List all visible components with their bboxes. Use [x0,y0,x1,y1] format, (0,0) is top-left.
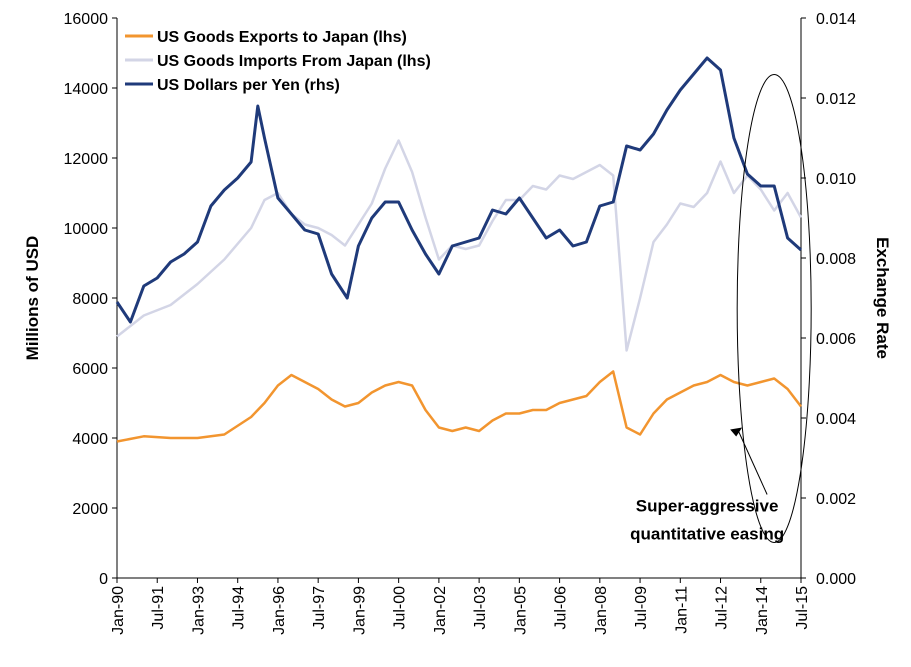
y-tick-label-left: 6000 [72,361,108,378]
annotation-text: quantitative easing [630,525,784,544]
x-tick-label: Jan-96 [271,586,288,635]
legend-label: US Dollars per Yen (rhs) [157,77,340,94]
y-tick-label-left: 8000 [72,291,108,308]
y-tick-label-left: 16000 [64,11,109,28]
x-tick-label: Jul-97 [311,586,328,630]
y-tick-label-left: 14000 [64,81,109,98]
right-y-axis: 0.000 0.002 0.004 0.006 0.008 0.010 0.012 0.014 [801,11,856,588]
x-tick-label: Jul-03 [472,586,489,630]
plot-frame [116,18,802,579]
x-tick-label: Jan-99 [351,586,368,635]
annotation-layer: Super-aggressive quantitative easing [630,74,812,544]
y-axis-title-left: Millions of USD [23,236,42,361]
x-tick-label: Jul-09 [633,586,650,630]
x-tick-label: Jan-93 [190,586,207,635]
x-tick-label: Jan-14 [754,586,771,635]
y-tick-label-left: 4000 [72,431,108,448]
y-tick-label-left: 0 [99,571,108,588]
x-tick-label: Jul-15 [794,586,811,630]
x-tick-label: Jan-02 [432,586,449,635]
y-tick-label-right: 0.010 [816,171,856,188]
legend-label: US Goods Imports From Japan (lhs) [157,53,431,70]
x-tick-label: Jan-11 [673,586,690,634]
annotation-arrowhead [730,427,743,437]
x-axis: Jan-90 Jul-91 Jan-93 Jul-94 Jan-96 Jul-97 Jan-… [110,578,811,635]
x-tick-label: Jul-00 [392,586,409,630]
y-tick-label-left: 2000 [72,501,108,518]
y-axis-title-right: Exchange Rate [873,237,892,359]
annotation-arrow [737,430,768,495]
legend-label: US Goods Exports to Japan (lhs) [157,29,407,46]
y-tick-label-right: 0.000 [816,571,856,588]
x-tick-label: Jul-91 [150,586,167,630]
y-tick-label-right: 0.006 [816,331,856,348]
left-y-axis: 0 2000 4000 6000 8000 10000 12000 14000 16000 [64,11,117,588]
y-tick-label-right: 0.002 [816,491,856,508]
x-tick-label: Jan-05 [512,586,529,635]
annotation-text: Super-aggressive [636,497,779,516]
x-tick-label: Jul-12 [714,586,731,630]
series-layer [115,56,803,443]
y-tick-label-right: 0.008 [816,251,856,268]
series-line-exports [116,370,802,443]
legend: US Goods Exports to Japan (lhs) US Goods … [125,29,431,94]
highlight-ellipse [736,74,812,543]
x-tick-label: Jul-94 [231,586,248,630]
y-tick-label-left: 12000 [64,151,109,168]
y-tick-label-right: 0.012 [816,91,856,108]
y-tick-label-right: 0.004 [816,411,856,428]
x-tick-label: Jan-08 [593,586,610,635]
x-tick-label: Jul-06 [553,586,570,630]
series-line-usd-per-yen [115,56,803,324]
y-tick-label-right: 0.014 [816,11,856,28]
x-tick-label: Jan-90 [110,586,127,635]
y-tick-label-left: 10000 [64,221,109,238]
